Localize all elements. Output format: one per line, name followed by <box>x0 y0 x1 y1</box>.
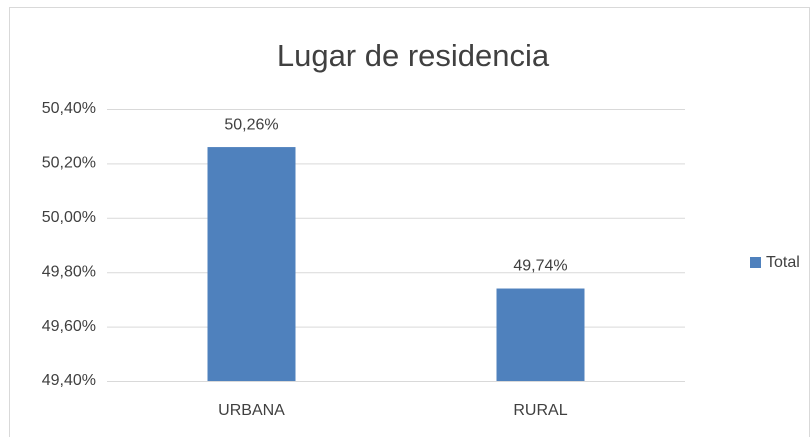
data-label: 50,26% <box>224 116 278 133</box>
y-tick-label: 50,20% <box>42 155 96 172</box>
y-tick-label: 49,80% <box>42 263 96 280</box>
y-tick-label: 50,00% <box>42 209 96 226</box>
bar <box>207 147 296 381</box>
x-tick-label: RURAL <box>513 402 567 419</box>
x-tick-label: URBANA <box>218 402 285 419</box>
y-tick-label: 50,40% <box>42 100 96 117</box>
chart-title: Lugar de residencia <box>277 38 550 73</box>
bar <box>496 288 585 381</box>
chart-border <box>9 7 810 437</box>
y-tick-label: 49,60% <box>42 318 96 335</box>
y-tick-label: 49,40% <box>42 372 96 389</box>
legend-label: Total <box>766 254 800 271</box>
legend-swatch <box>750 257 761 268</box>
data-label: 49,74% <box>513 258 567 275</box>
